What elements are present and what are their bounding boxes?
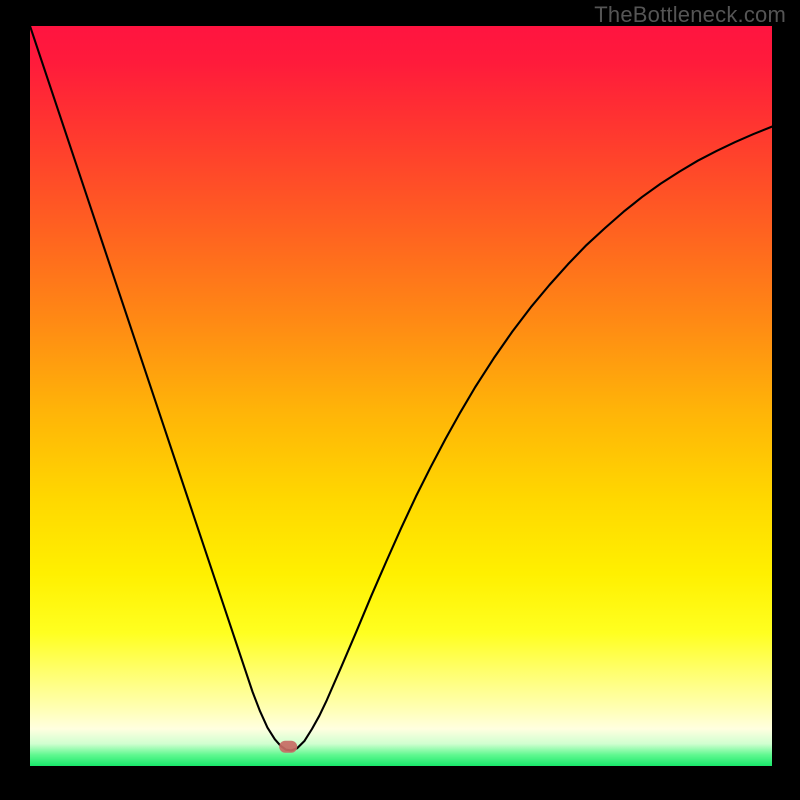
plot-area <box>30 26 772 766</box>
gradient-background <box>30 26 772 766</box>
watermark-text: TheBottleneck.com <box>594 2 786 28</box>
plot-svg <box>30 26 772 766</box>
chart-container: TheBottleneck.com <box>0 0 800 800</box>
optimal-marker <box>279 741 297 753</box>
